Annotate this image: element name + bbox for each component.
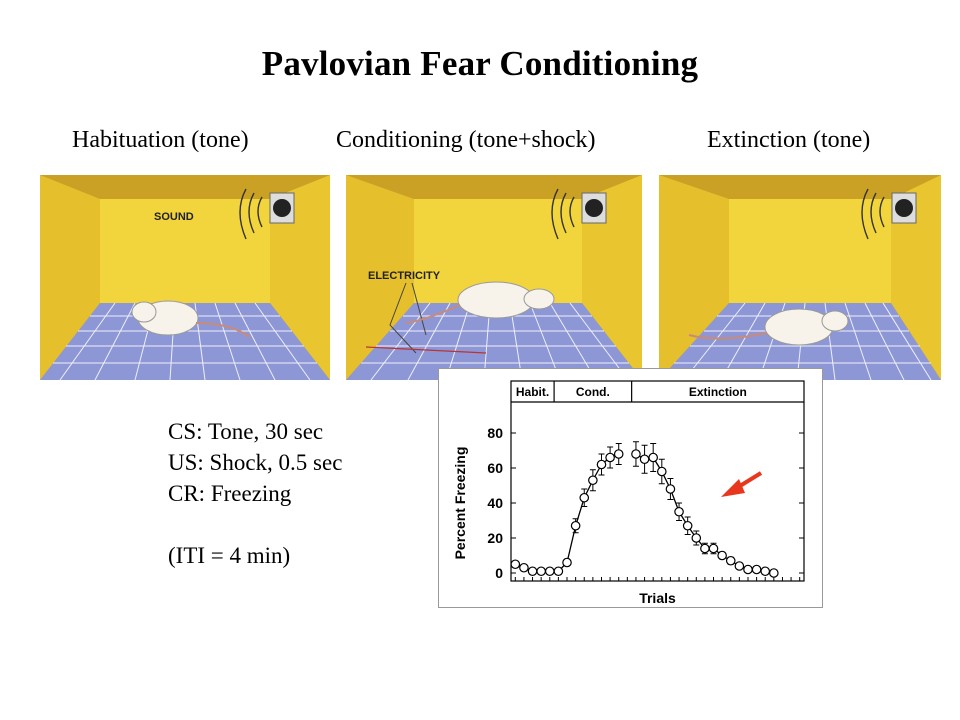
data-point-conditioning xyxy=(570,520,581,531)
data-point-extinction xyxy=(665,484,676,494)
phase-label: Cond. xyxy=(576,385,610,399)
cr-note: CR: Freezing xyxy=(168,481,292,506)
us-note: US: Shock, 0.5 sec xyxy=(168,450,343,475)
arrow-head xyxy=(721,479,745,497)
data-point-conditioning xyxy=(562,557,572,568)
data-point-extinction xyxy=(657,466,667,477)
plot-frame xyxy=(510,380,805,582)
data-point-extinction xyxy=(743,564,753,575)
rat-habituation xyxy=(131,300,251,338)
series-line-extinction xyxy=(635,453,774,574)
data-point-conditioning xyxy=(605,452,615,463)
data-point-extinction xyxy=(717,550,727,561)
data-point-conditioning xyxy=(613,449,624,459)
cs-note: CS: Tone, 30 sec xyxy=(168,419,324,444)
speaker-icon xyxy=(581,192,607,224)
data-point-habituation xyxy=(510,559,521,570)
rat-extinction xyxy=(688,308,849,346)
data-point-conditioning xyxy=(588,475,598,486)
data-point-conditioning xyxy=(596,459,607,470)
phase-label: Habit. xyxy=(516,385,549,399)
freezing-chart-svg: Habit. Cond. Extinction 0 20 40 60 80 Percent … xyxy=(452,380,805,606)
data-point-extinction xyxy=(682,520,693,531)
data-point-extinction xyxy=(674,506,684,517)
data-point-habituation xyxy=(527,566,538,577)
page-title: Pavlovian Fear Conditioning xyxy=(261,44,699,83)
series-line-conditioning xyxy=(557,453,619,572)
y-axis-label: Percent Freezing xyxy=(452,447,468,560)
y-tick-label: 60 xyxy=(487,460,503,476)
sound-label: SOUND xyxy=(154,211,194,223)
data-point-extinction xyxy=(760,566,771,577)
x-axis-label: Trials xyxy=(639,590,676,606)
habituation-chamber-illustration: SOUND xyxy=(40,175,330,380)
speaker-icon xyxy=(269,192,295,224)
y-tick-label: 20 xyxy=(487,530,503,546)
data-point-extinction xyxy=(725,555,736,566)
data-point-extinction xyxy=(639,454,650,465)
iti-note: (ITI = 4 min) xyxy=(168,543,291,568)
data-point-extinction xyxy=(734,561,745,571)
y-tick-label: 80 xyxy=(487,425,503,441)
data-point-extinction xyxy=(751,564,762,575)
data-point-extinction xyxy=(631,449,641,459)
speaker-icon xyxy=(891,192,917,224)
phase-label: Extinction xyxy=(689,385,747,399)
data-point-conditioning xyxy=(553,566,564,577)
red-arrow-annotation xyxy=(721,471,763,497)
conditioning-chamber-illustration: ELECTRICITY xyxy=(346,175,642,380)
data-point-conditioning xyxy=(579,492,590,503)
stage-label-conditioning: Conditioning (tone+shock) xyxy=(336,127,596,153)
data-point-extinction xyxy=(700,543,710,554)
data-point-habituation xyxy=(536,566,546,577)
y-tick-label: 0 xyxy=(495,565,503,581)
stimulus-notes: CS: Tone, 30 sec US: Shock, 0.5 sec CR: … xyxy=(168,416,342,571)
extinction-chamber-illustration xyxy=(659,175,941,380)
stage-label-extinction: Extinction (tone) xyxy=(707,127,871,153)
electricity-label: ELECTRICITY xyxy=(368,270,441,282)
data-point-extinction xyxy=(769,568,779,578)
stage-label-habituation: Habituation (tone) xyxy=(72,127,249,153)
data-point-habituation xyxy=(544,566,555,577)
rat-conditioning xyxy=(405,281,555,324)
y-tick-label: 40 xyxy=(487,495,503,511)
data-point-extinction xyxy=(691,533,702,543)
data-point-extinction xyxy=(708,543,719,554)
data-point-habituation xyxy=(519,562,529,573)
freezing-chart: Habit. Cond. Extinction 0 20 40 60 80 Percent … xyxy=(438,368,823,608)
data-point-extinction xyxy=(648,452,658,463)
